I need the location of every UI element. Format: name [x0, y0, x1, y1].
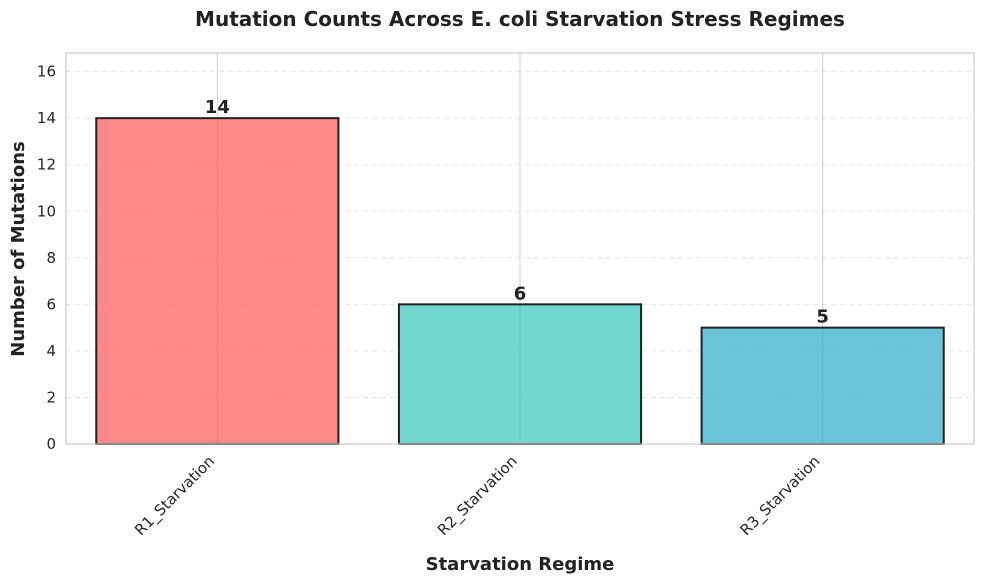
bar-r3-starvation [700, 326, 945, 445]
plot-frame [65, 52, 975, 445]
y-axis-label: Number of Mutations [8, 141, 29, 356]
y-tick-label: 2 [46, 388, 56, 406]
x-tick-label: R1_Starvation [131, 452, 219, 540]
y-tick-label: 0 [46, 435, 56, 453]
chart-title: Mutation Counts Across E. coli Starvatio… [195, 7, 845, 31]
y-tick-label: 16 [37, 63, 56, 81]
x-tick-label: R2_Starvation [434, 452, 522, 540]
y-axis-ticks: 0 2 4 6 8 10 12 14 16 [37, 63, 56, 453]
data-label: 6 [514, 283, 527, 304]
x-axis-ticks: R1_Starvation R2_Starvation R3_Starvation [131, 452, 824, 540]
x-tick-label: R3_Starvation [736, 452, 824, 540]
data-label: 5 [816, 307, 829, 328]
data-labels: 14 6 5 [205, 97, 829, 327]
y-tick-label: 8 [46, 249, 56, 267]
x-axis-label: Starvation Regime [426, 554, 615, 575]
y-tick-label: 10 [37, 202, 56, 220]
y-tick-label: 12 [37, 156, 56, 174]
y-tick-label: 4 [46, 342, 56, 360]
data-label: 14 [205, 97, 230, 118]
y-tick-label: 14 [37, 109, 56, 127]
bar-r2-starvation [397, 303, 643, 445]
y-tick-label: 6 [46, 295, 56, 313]
